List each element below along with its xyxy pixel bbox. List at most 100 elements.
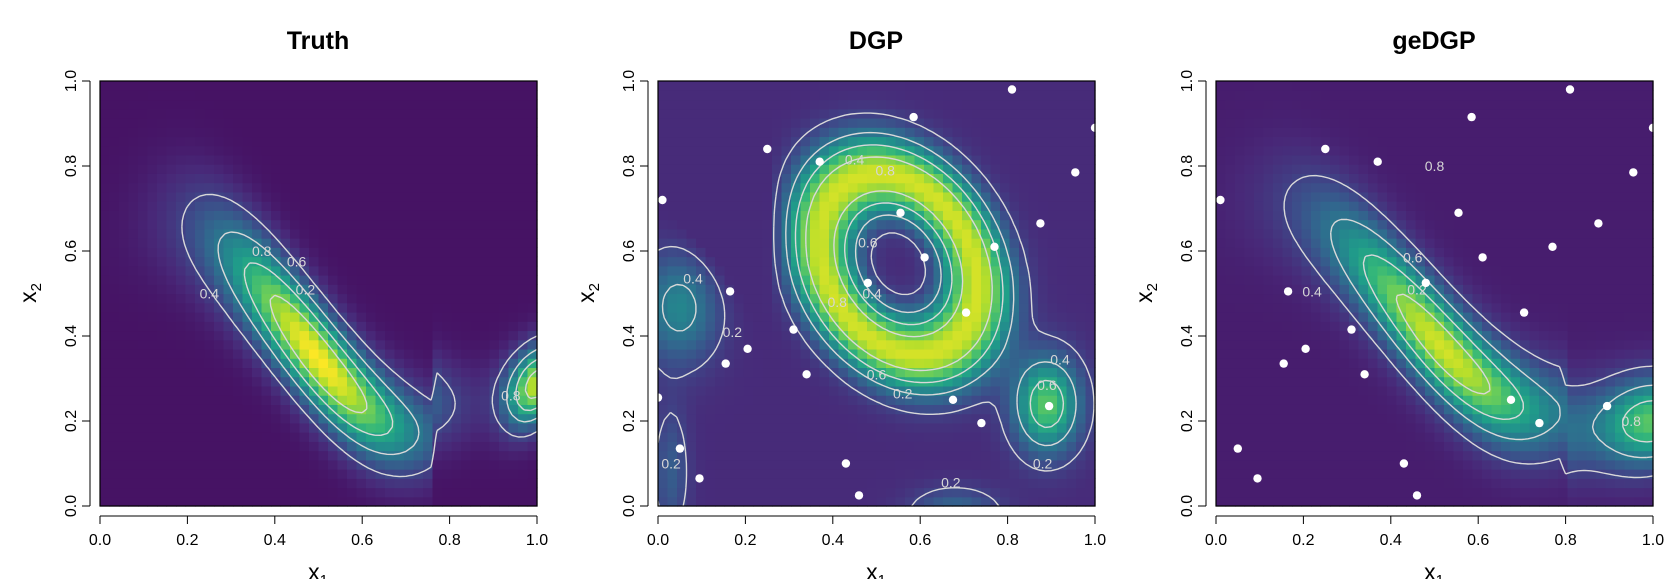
heat-cell <box>819 404 830 415</box>
heat-cell <box>943 238 954 248</box>
heat-cell <box>413 358 424 369</box>
heat-cell <box>480 127 491 138</box>
heat-cell <box>791 182 802 193</box>
heat-cell <box>404 367 415 378</box>
heat-cell <box>829 459 840 470</box>
heat-cell <box>1076 358 1087 369</box>
heat-cell <box>838 450 849 461</box>
heat-cell <box>914 99 925 110</box>
heat-cell <box>356 247 367 258</box>
heat-cell <box>394 450 405 461</box>
heat-cell <box>696 247 707 258</box>
heat-cell <box>185 90 196 101</box>
heat-cell <box>1311 99 1322 110</box>
heat-cell <box>299 376 310 387</box>
heat-cell <box>867 358 878 369</box>
heat-cell <box>762 348 773 359</box>
heat-cell <box>461 330 472 341</box>
heat-cell <box>290 90 301 101</box>
heat-cell <box>772 90 783 101</box>
heat-cell <box>271 487 282 498</box>
heat-cell <box>952 219 963 230</box>
heat-cell <box>1009 90 1020 101</box>
heat-cell <box>686 404 697 415</box>
heat-cell <box>299 117 310 128</box>
heat-cell <box>280 311 291 322</box>
heat-cell <box>705 201 716 211</box>
heat-cell <box>1282 127 1293 138</box>
heat-cell <box>195 247 206 258</box>
heat-cell <box>848 441 859 452</box>
heat-cell <box>214 127 225 138</box>
x-tick-label: 0.0 <box>647 532 669 549</box>
heat-cell <box>204 302 215 313</box>
heat-cell <box>772 228 783 239</box>
heat-cell <box>1076 413 1087 424</box>
heat-cell <box>924 238 935 248</box>
heat-cell <box>508 265 519 276</box>
heat-cell <box>147 219 158 230</box>
heat-cell <box>499 201 510 211</box>
heat-cell <box>1066 256 1077 267</box>
heat-cell <box>214 136 225 147</box>
heat-cell <box>1057 487 1068 498</box>
heat-cell <box>1273 284 1284 295</box>
heat-cell <box>1235 191 1246 202</box>
heat-cell <box>328 469 339 479</box>
heat-cell <box>337 164 348 174</box>
heat-cell <box>318 450 329 461</box>
heat-cell <box>658 284 669 295</box>
heat-cell <box>461 108 472 119</box>
heat-cell <box>176 293 187 304</box>
heat-cell <box>128 459 139 470</box>
heat-cell <box>271 201 282 211</box>
heat-cell <box>119 164 130 174</box>
heat-cell <box>432 293 443 304</box>
heat-cell <box>1057 395 1068 405</box>
heat-cell <box>914 395 925 405</box>
heat-cell <box>876 339 887 350</box>
heat-cell <box>800 348 811 359</box>
heat-cell <box>734 311 745 322</box>
heat-cell <box>1330 487 1341 498</box>
heat-cell <box>480 358 491 369</box>
heat-cell <box>1292 265 1303 276</box>
heat-cell <box>375 478 386 489</box>
heat-cell <box>233 136 244 147</box>
heat-cell <box>147 238 158 248</box>
heat-cell <box>1028 376 1039 387</box>
heat-cell <box>442 487 453 498</box>
heat-cell <box>905 275 916 285</box>
heat-cell <box>394 265 405 276</box>
heat-cell <box>686 487 697 498</box>
heat-cell <box>1225 450 1236 461</box>
heat-cell <box>800 256 811 267</box>
heat-cell <box>185 210 196 221</box>
heat-cell <box>933 321 944 332</box>
heat-cell <box>1057 228 1068 239</box>
heat-cell <box>423 228 434 239</box>
heat-cell <box>886 413 897 424</box>
heat-cell <box>480 136 491 147</box>
heat-cell <box>677 376 688 387</box>
heat-cell <box>962 450 973 461</box>
heat-cell <box>696 321 707 332</box>
heat-cell <box>423 487 434 498</box>
heat-cell <box>753 238 764 248</box>
heat-cell <box>876 348 887 359</box>
heat-cell <box>1066 478 1077 489</box>
heat-cell <box>1019 219 1030 230</box>
heat-cell <box>1282 247 1293 258</box>
heat-cell <box>1216 127 1227 138</box>
heat-cell <box>658 459 669 470</box>
heat-cell <box>848 173 859 184</box>
heat-cell <box>753 164 764 174</box>
heat-cell <box>667 219 678 230</box>
heat-cell <box>271 321 282 332</box>
heat-cell <box>442 293 453 304</box>
heat-cell <box>527 385 538 396</box>
heat-cell <box>375 404 386 415</box>
heat-cell <box>356 275 367 285</box>
heat-cell <box>1320 173 1331 184</box>
heat-cell <box>658 164 669 174</box>
